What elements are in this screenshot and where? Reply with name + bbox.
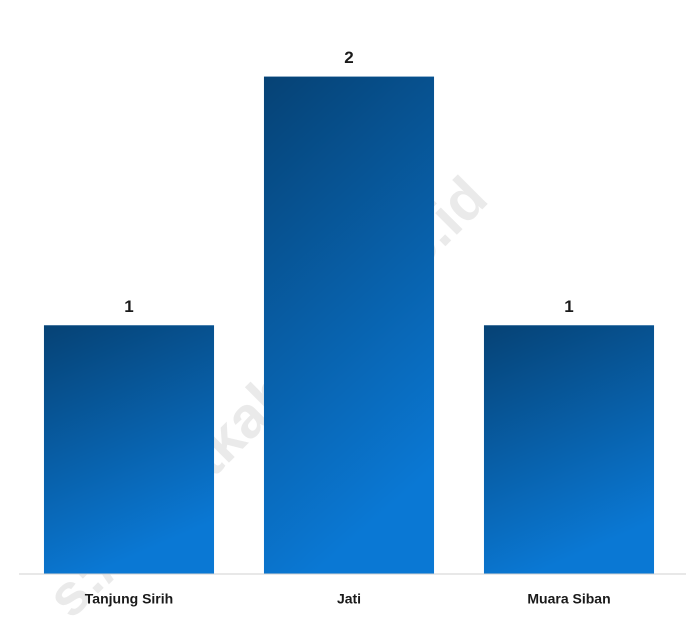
bar [483, 325, 655, 574]
x-tick-label: Tanjung Sirih [85, 591, 173, 607]
data-label: 2 [344, 48, 353, 67]
bar [263, 76, 435, 574]
x-tick-label: Muara Siban [527, 591, 610, 607]
x-tick-label: Jati [337, 591, 361, 607]
bar [43, 325, 215, 574]
data-label: 1 [124, 297, 133, 316]
data-label: 1 [564, 297, 573, 316]
